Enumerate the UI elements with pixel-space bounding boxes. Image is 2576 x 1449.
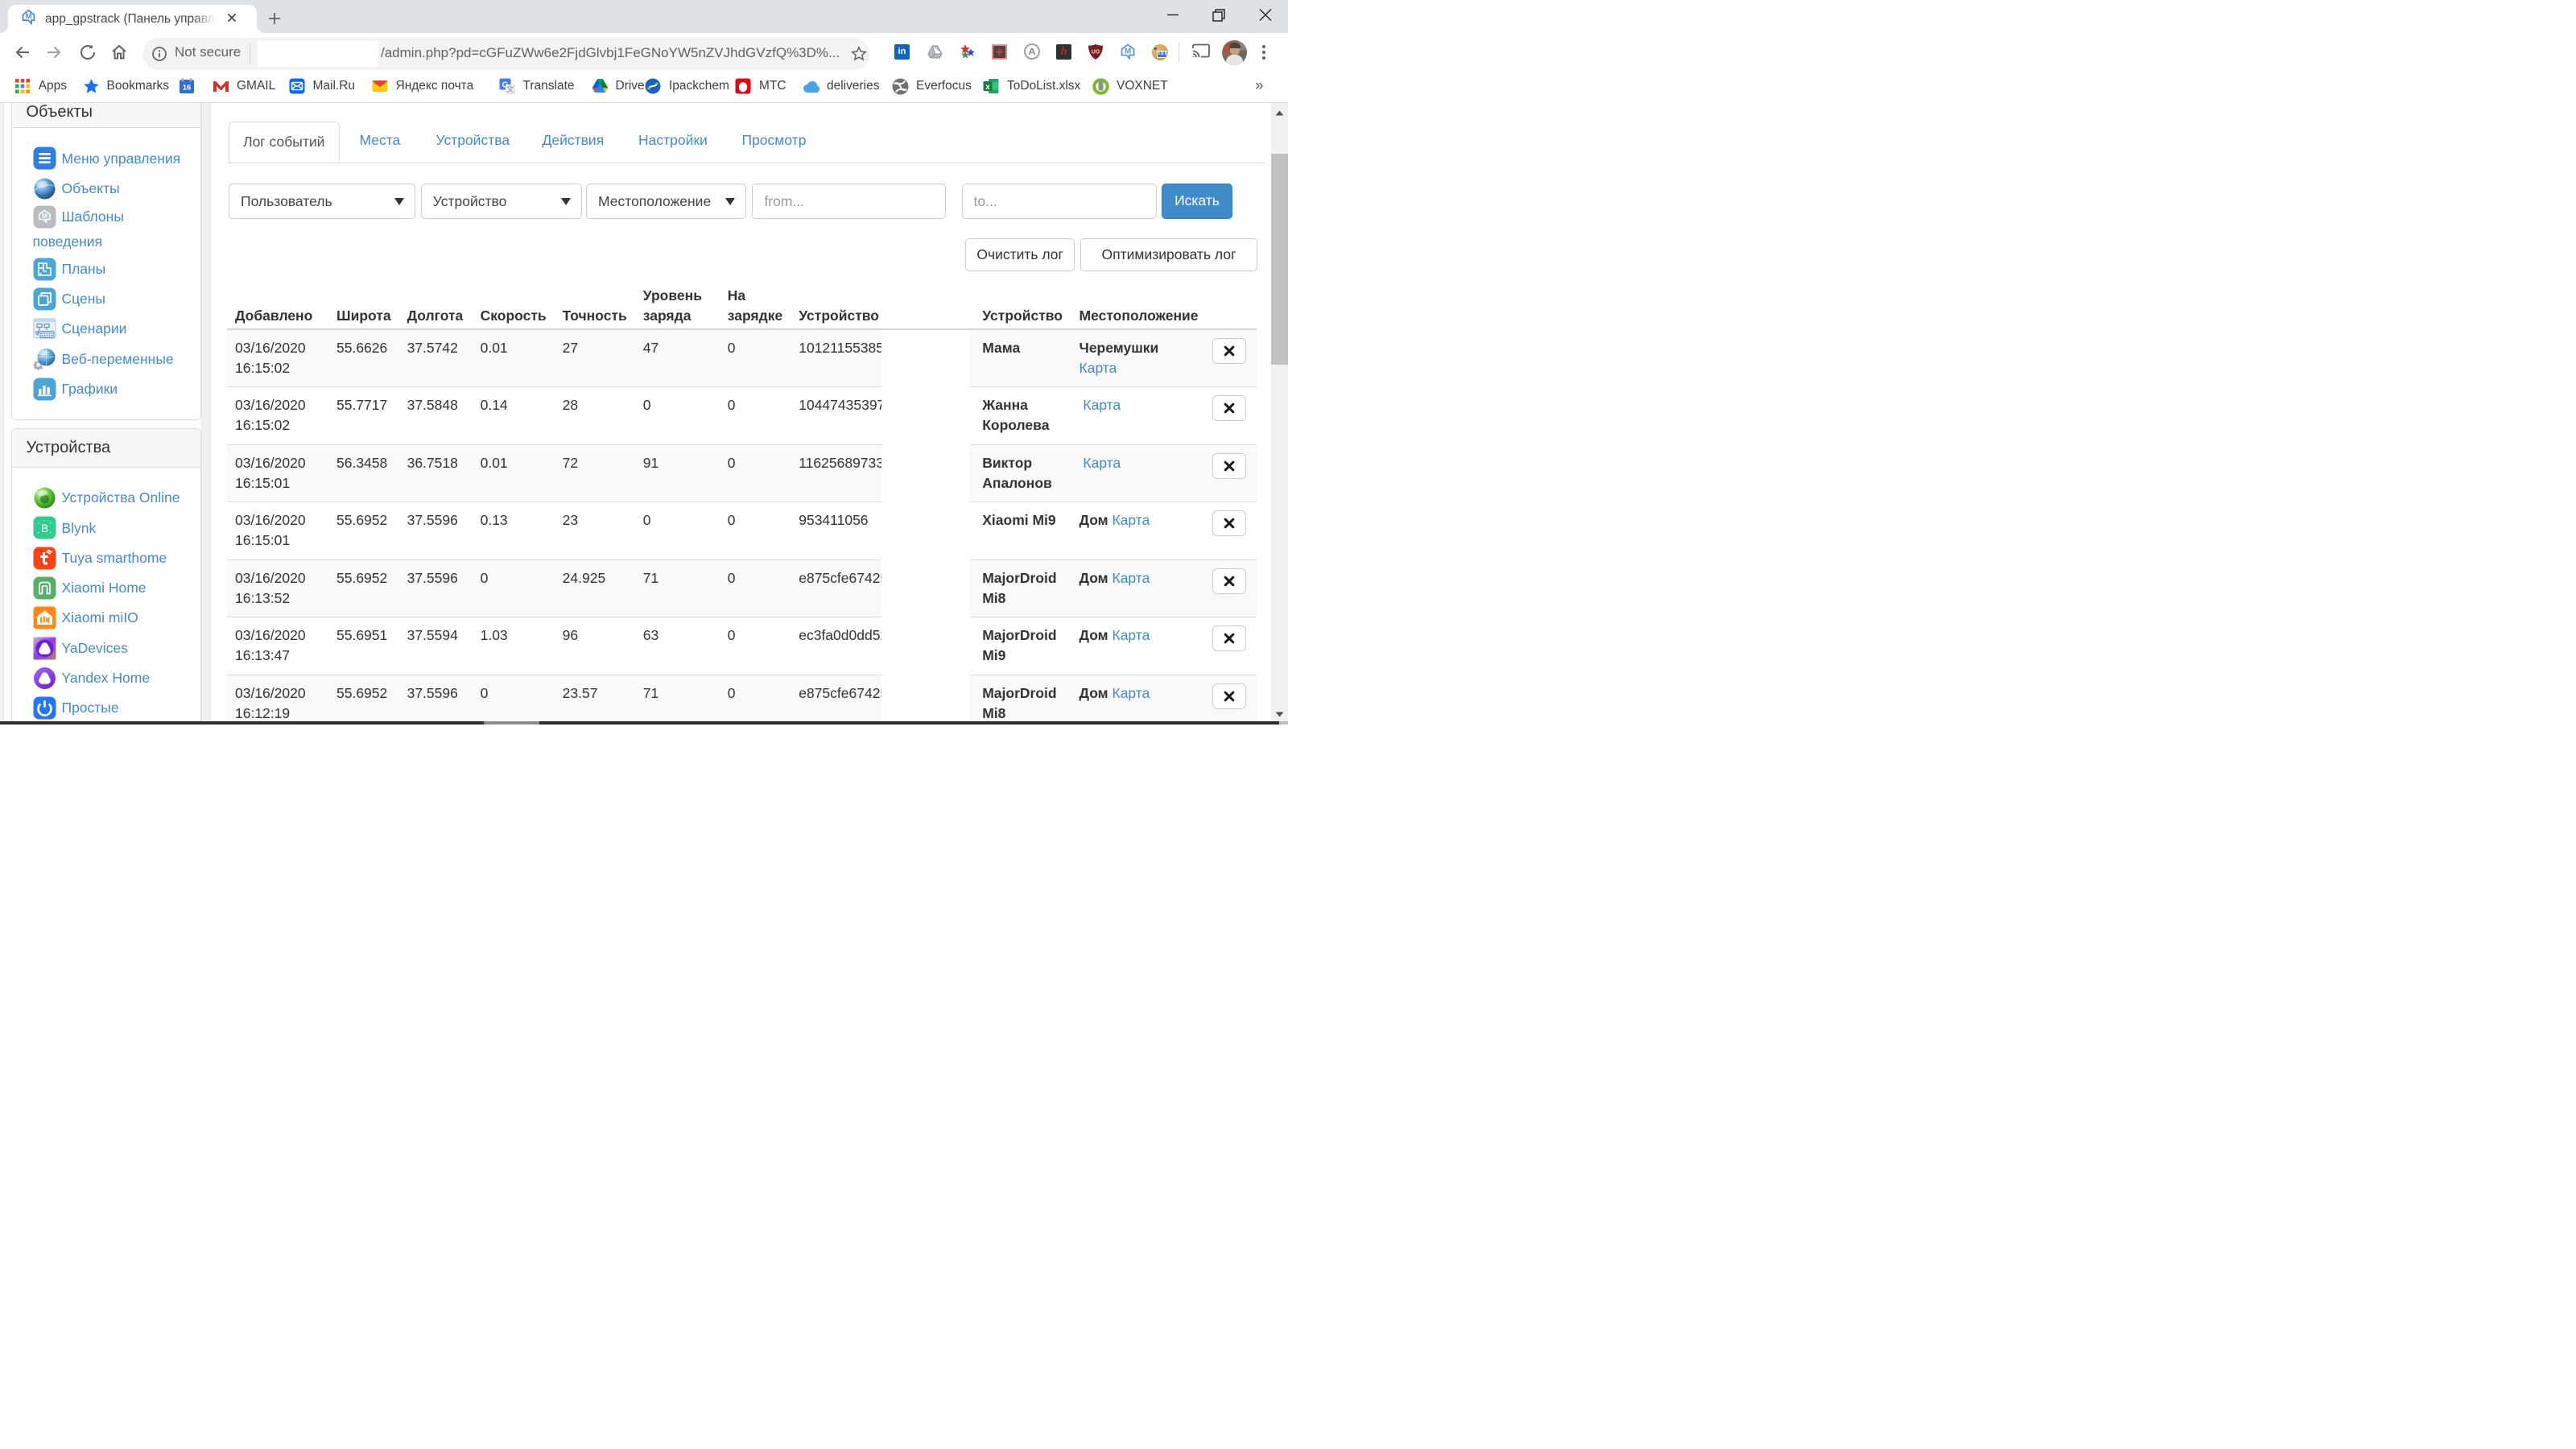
svg-text:UO: UO (1092, 49, 1100, 55)
svg-text:M: M (41, 212, 47, 220)
svg-text:B: B (40, 522, 47, 535)
svg-text:M: M (26, 12, 32, 21)
svg-text:文: 文 (506, 85, 514, 93)
svg-text:G: G (502, 81, 508, 90)
svg-text:16: 16 (183, 84, 192, 93)
svg-text:x: x (985, 83, 990, 92)
svg-text:M: M (1125, 47, 1131, 56)
